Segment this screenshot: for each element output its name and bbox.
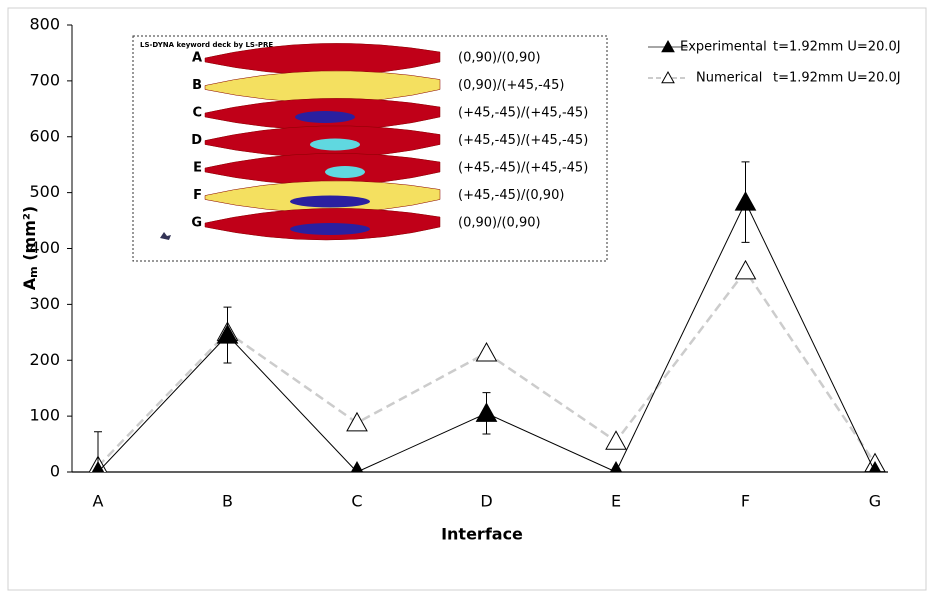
- inset: LS-DYNA keyword deck by LS-PRE A (0,90)/(…: [132, 35, 608, 262]
- damage-area: [325, 166, 365, 178]
- x-tick-label: A: [93, 492, 104, 511]
- x-tick-label: F: [741, 492, 750, 511]
- x-axis-title: Interface: [441, 525, 523, 544]
- y-title-sub: m: [27, 266, 40, 277]
- y-tick-label: 0: [50, 462, 60, 481]
- layer-layup: (0,90)/(0,90): [458, 216, 541, 231]
- y-tick-label: 300: [29, 294, 60, 313]
- y-tick-label: 600: [29, 126, 60, 145]
- x-tick-label: D: [480, 492, 492, 511]
- series: [91, 161, 882, 472]
- layer-letter: F: [193, 188, 202, 203]
- layer-shape: [204, 43, 441, 76]
- layer-layup: (+45,-45)/(+45,-45): [458, 133, 588, 148]
- layer-letter: B: [192, 78, 202, 93]
- x-tick-label: E: [611, 492, 621, 511]
- legend-label: Numerical: [696, 71, 762, 86]
- y-title-unit: (mm²): [20, 206, 39, 261]
- legend-marker: [661, 39, 675, 53]
- marker: [350, 460, 364, 472]
- y-tick-label: 500: [29, 182, 60, 201]
- damage-area: [290, 195, 370, 208]
- damage-area: [290, 223, 370, 235]
- y-axis-title: Am (mm²): [20, 206, 41, 290]
- marker: [734, 259, 757, 280]
- y-tick-label: 700: [29, 70, 60, 89]
- x-tick-label: C: [351, 492, 362, 511]
- layer-letter: D: [191, 133, 202, 148]
- marker: [734, 191, 757, 211]
- layer-shape: [204, 153, 441, 186]
- damage-area: [295, 111, 355, 123]
- layer-layup: (+45,-45)/(+45,-45): [458, 106, 588, 121]
- legend-label: Experimental: [680, 40, 767, 55]
- series: [88, 259, 886, 472]
- damage-area: [310, 138, 360, 151]
- layer-letter: C: [192, 106, 202, 121]
- inset-caption: LS-DYNA keyword deck by LS-PRE: [140, 41, 273, 49]
- layer-letter: A: [192, 51, 202, 66]
- marker: [346, 411, 368, 432]
- axis-icon: [160, 232, 171, 240]
- y-tick-label: 200: [29, 350, 60, 369]
- y-tick-label: 800: [29, 15, 60, 34]
- marker: [609, 460, 623, 472]
- error-bar: [94, 431, 102, 472]
- legend-note: t=1.92mm U=20.0J: [773, 40, 901, 55]
- y-tick-label: 100: [29, 406, 60, 425]
- marker: [91, 460, 105, 472]
- marker: [475, 341, 498, 362]
- legend-marker: [661, 70, 675, 84]
- layer-layup: (0,90)/(0,90): [458, 51, 541, 66]
- series-line: [97, 268, 877, 468]
- y-title-main: A: [20, 277, 39, 290]
- layer-layup: (0,90)/(+45,-45): [458, 78, 564, 93]
- marker: [605, 430, 627, 450]
- marker: [868, 460, 882, 472]
- marker: [216, 324, 239, 344]
- marker: [475, 402, 498, 422]
- layer-letter: E: [193, 161, 202, 176]
- frame: [7, 7, 927, 591]
- layer-layup: (+45,-45)/(0,90): [458, 188, 564, 203]
- legend-note: t=1.92mm U=20.0J: [773, 71, 901, 86]
- x-tick-label: G: [869, 492, 881, 511]
- layer-layup: (+45,-45)/(+45,-45): [458, 161, 588, 176]
- y-tick-label: 400: [29, 238, 60, 257]
- layer-shape: [204, 70, 441, 103]
- layer-letter: G: [191, 216, 202, 231]
- x-tick-label: B: [222, 492, 233, 511]
